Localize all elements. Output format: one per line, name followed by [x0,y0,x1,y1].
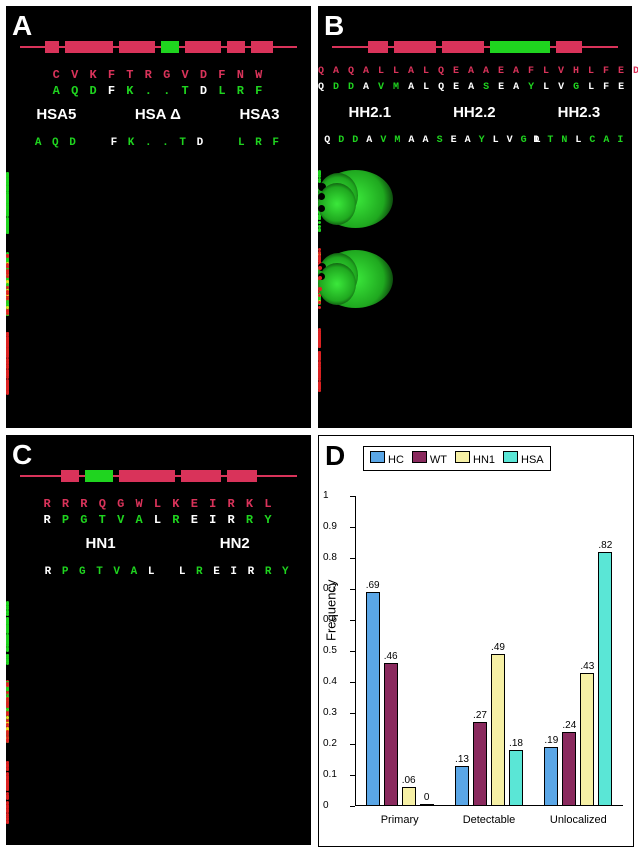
panel-b: BQ A Q A L L A L Q E A A E A F L V H L F… [318,6,632,428]
panel-a: AC V K F T R G V D F N WA Q D F K . . T … [6,6,311,428]
bar: .82 [598,552,612,806]
bar: .69 [366,592,380,806]
bar: .18 [509,750,523,806]
bar: .49 [491,654,505,806]
bar: .46 [384,663,398,806]
bar: .43 [580,673,594,806]
panel-c: CR R R Q G W L K E I R K LR P G T V A L … [6,435,311,845]
bar: 0 [420,804,434,806]
panel-d: DHCWTHN1HSA00.10.20.30.40.50.60.70.80.91… [318,435,634,847]
bar: .27 [473,722,487,806]
bar: .19 [544,747,558,806]
chart-legend: HCWTHN1HSA [363,446,551,471]
bar: .24 [562,732,576,806]
bar: .13 [455,766,469,806]
bar: .06 [402,787,416,806]
bar-chart: 00.10.20.30.40.50.60.70.80.91.69.46.060P… [355,496,623,806]
